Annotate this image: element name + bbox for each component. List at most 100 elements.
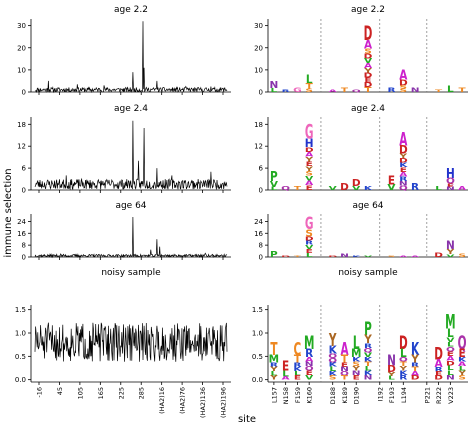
site-label: F193 [388,387,396,403]
line-panel-title: noisy sample [101,268,161,278]
logo-letter: V [446,337,454,344]
logo-letter: Y [269,366,279,373]
logo-letter: P [270,169,278,184]
logo-letter: K [329,345,338,357]
logo-letter: D [387,365,396,375]
logo-letter: V [329,185,338,191]
site-label: D190 [353,387,361,404]
logo-letter: A [411,255,419,257]
figure-xlabel: site [238,414,256,425]
logo-letter: L [353,332,360,354]
logo-letter: R [364,343,373,350]
logo-letter: A [435,358,443,370]
logo-letter: H [305,137,314,151]
line-panel-y-tick-label: 1.5 [15,306,26,314]
logo-letter: E [306,370,313,377]
logo-letter: Q [281,185,290,191]
logo-letter: E [447,351,454,358]
logo-letter: S [458,375,466,382]
logo-letter: E [447,183,454,188]
logo-letter: Y [398,366,408,373]
logo-letter: T [294,185,302,191]
series-line [34,120,228,191]
logo-letter: L [400,347,407,360]
line-panel-y-tick-label: 6 [22,165,27,173]
logo-letter: Q [340,370,349,377]
logo-letter: S [364,48,372,56]
logo-letter: K [329,370,338,377]
logo-letter: S [400,85,408,90]
series-line [34,216,228,259]
logo-letter: S [305,88,313,93]
logo-letter: Y [351,366,361,373]
logo-letter: E [306,185,313,192]
logo-panel-y-tick-label: 10 [254,66,263,74]
logo-letter: L [282,370,289,379]
logo-panel-y-tick-label: 30 [254,22,263,30]
x-tick-label: (HA2)16 [158,387,166,414]
logo-letter: T [459,87,466,94]
logo-panel-y-tick-label: 0.0 [252,376,263,384]
logo-letter: N [352,370,361,377]
logo-letter: L [271,186,278,191]
line-panel-1: age 2.2 0 10 20 30 [17,5,231,97]
logo-letter: K [352,357,361,364]
logo-letter: P [270,250,278,260]
logo-letter: A [340,341,349,360]
site-label: K189 [341,387,349,404]
logo-letter: A [305,180,313,187]
logo-letter: N [340,253,349,258]
logo-letter: R [399,176,408,183]
logo-letter: N [270,80,279,90]
logo-letter: E [435,370,442,377]
logo-letter: Q [328,358,337,365]
logo-panel-y-tick-label: 24 [254,218,263,226]
logo-letter: L [447,370,454,377]
logo-letter: L [306,72,313,87]
logo-letter: L [435,185,443,191]
logo-letter: V [305,243,314,250]
site-label: F159 [294,387,302,403]
logo-letter: Q [328,353,337,360]
logo-letter: T [306,83,314,91]
logo-letter: E [306,161,313,168]
logo-letter: R [399,375,408,382]
logo-letter: E [364,77,371,85]
logo-letter: D [364,21,373,45]
logo-letter: T [341,87,348,94]
logo-letter: D [352,178,361,188]
logo-letter: D [434,252,443,259]
logo-letter: P [364,318,372,340]
logo-letter: K [411,341,420,360]
line-panel-y-tick-label: 18 [17,121,26,129]
site-label: P221 [423,387,431,403]
logo-letter: V [387,184,395,192]
logo-panel-title: age 2.4 [351,104,385,114]
logo-letter: Q [364,347,373,354]
logo-letter: Q [446,177,455,186]
logo-letter: Y [304,156,314,163]
logo-letter: N [446,374,455,381]
logo-letter: V [305,175,313,182]
logo-letter: Q [446,346,455,353]
logo-letter: L [294,370,301,377]
x-tick-label: 105 [76,387,84,399]
logo-letter: T [341,354,349,366]
site-label: I192 [376,387,384,401]
logo-letter: L [447,85,454,95]
line-panel-y-tick-label: 20 [17,44,26,52]
logo-letter: L [306,252,313,259]
logo-letter: A [399,171,408,178]
series-line [34,21,228,94]
logo-letter: Q [399,357,408,364]
logo-panel-y-tick-label: 0 [259,187,263,195]
line-panel-y-tick-label: 0 [22,187,26,195]
logo-letter: G [305,215,314,234]
logo-letter: D [399,158,408,165]
logo-letter: K [399,370,408,377]
logo-letter: T [294,354,302,366]
logo-letter: Y [328,330,337,351]
logo-letter: D [434,374,443,381]
